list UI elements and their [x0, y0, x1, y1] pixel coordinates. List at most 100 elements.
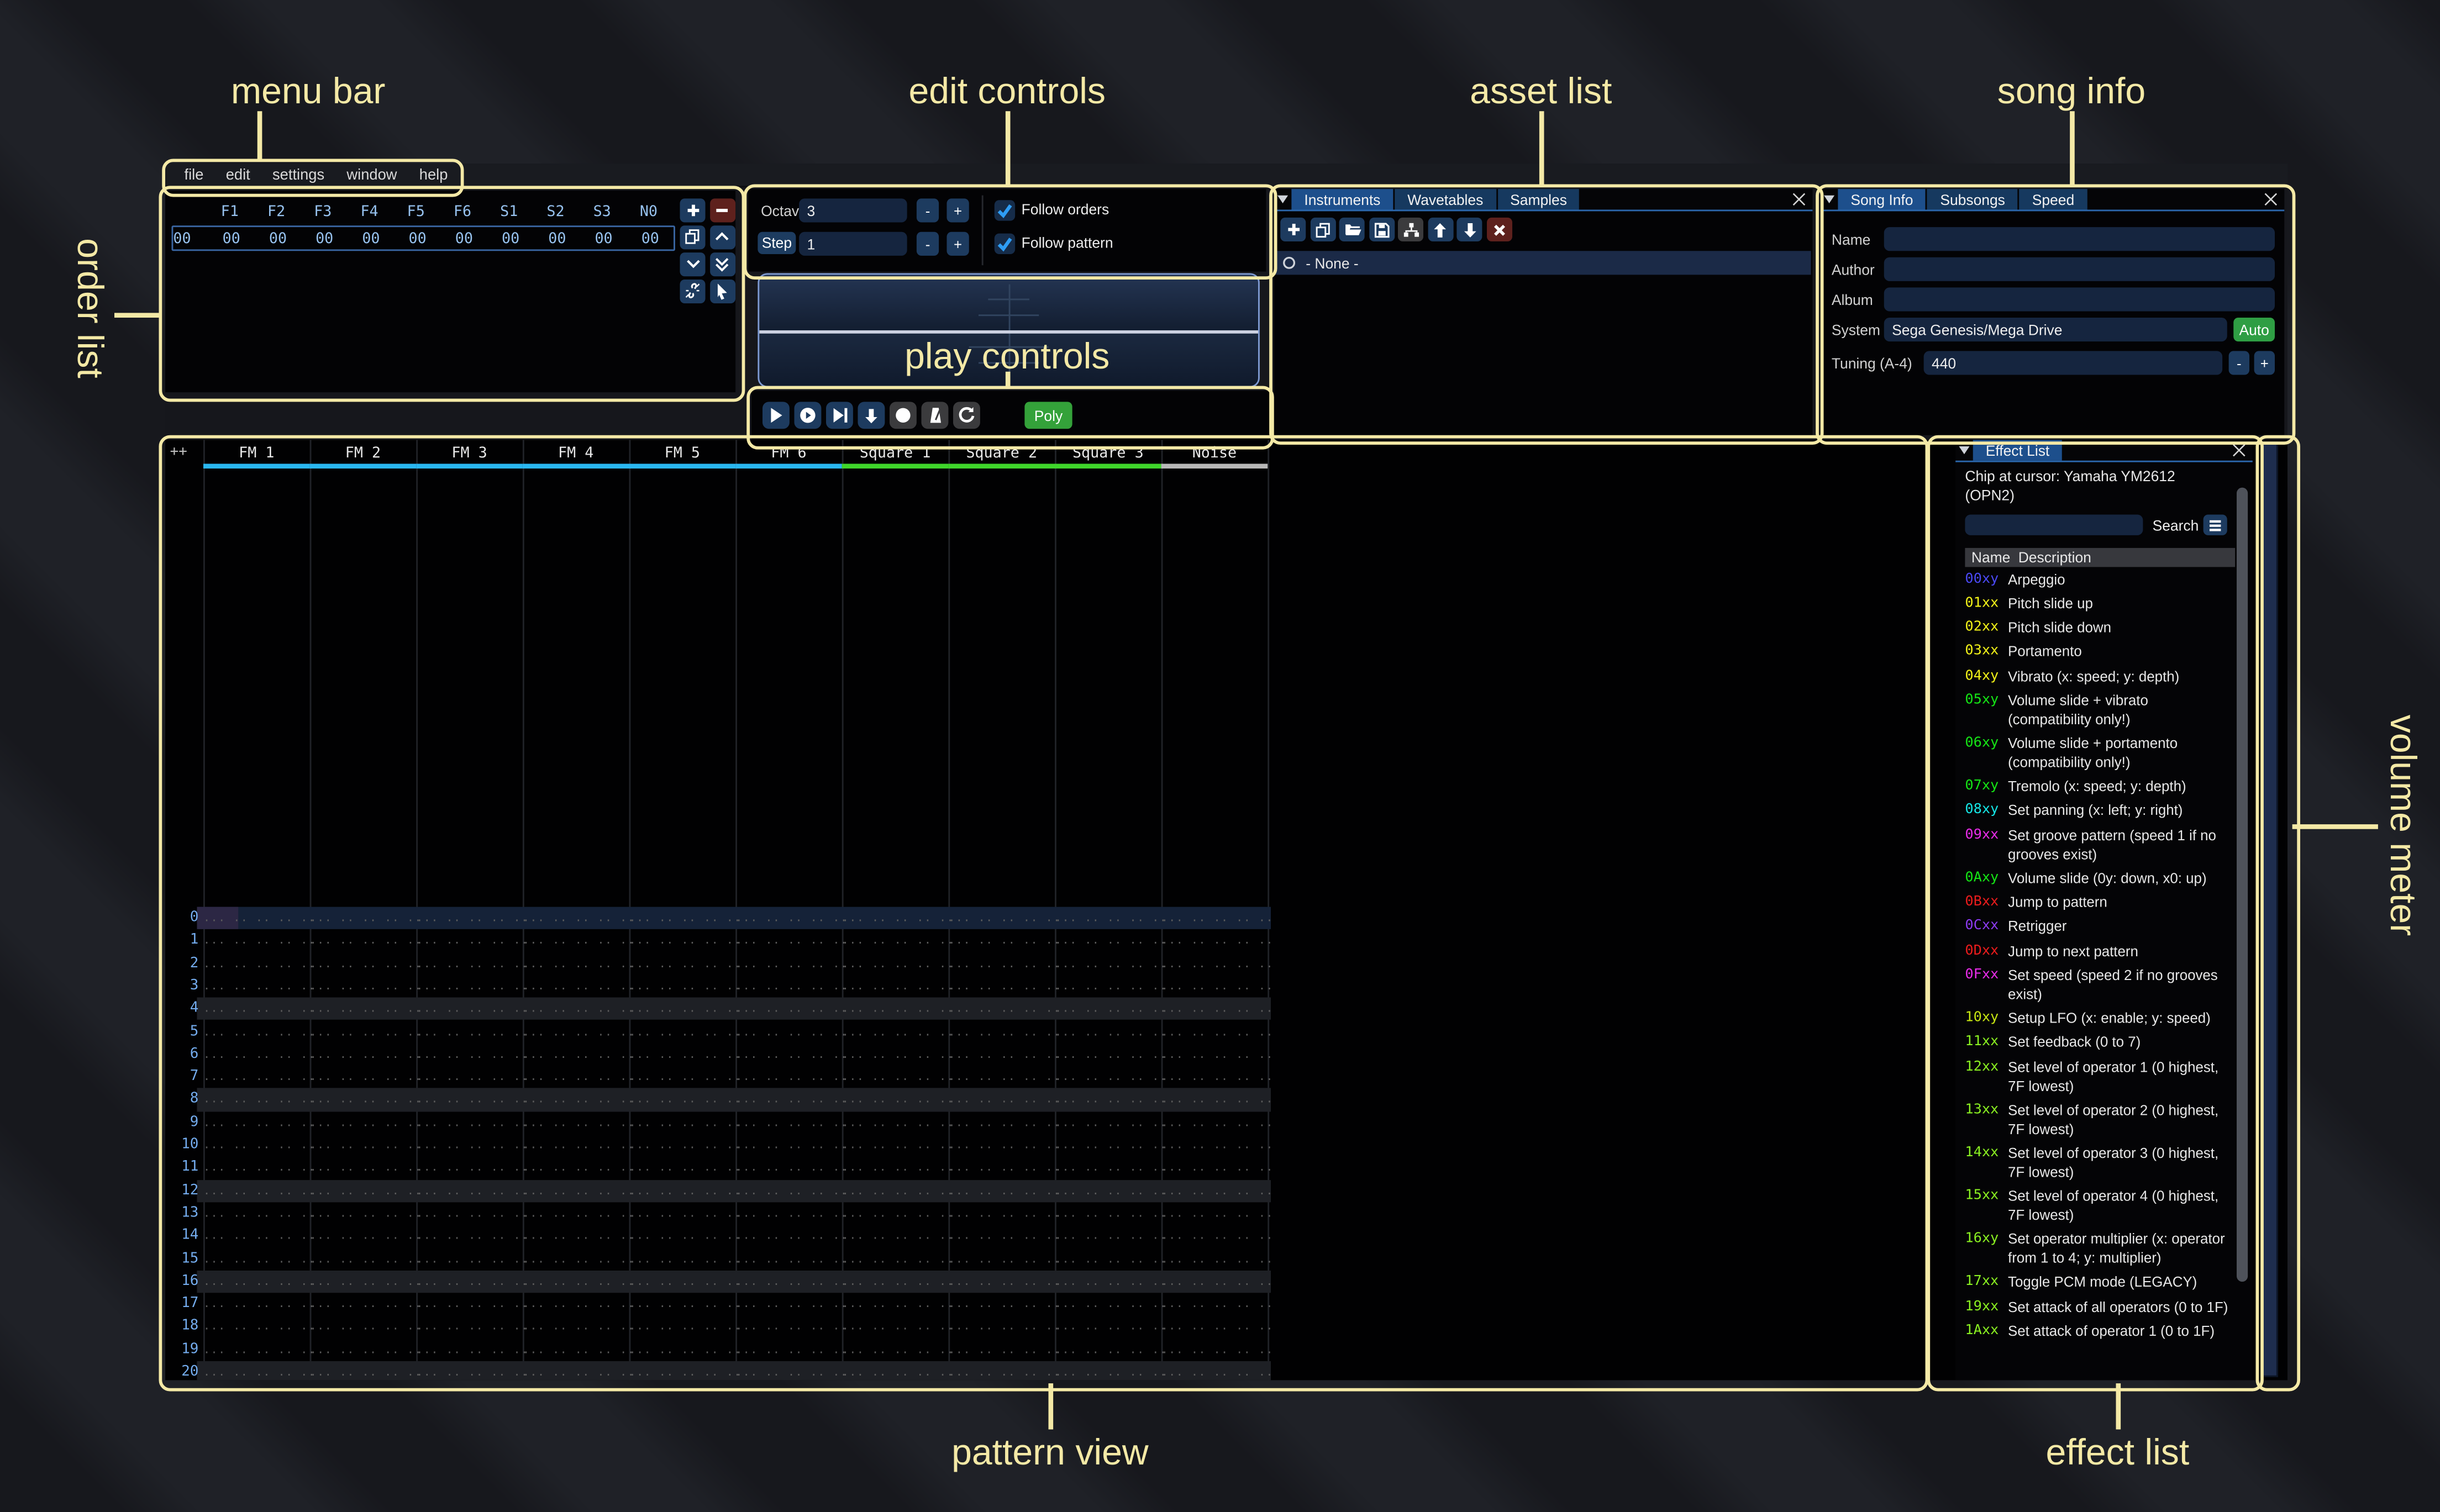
order-column-header[interactable]: S2 [546, 203, 565, 221]
asset-plus-icon[interactable] [1280, 217, 1306, 241]
pattern-cell[interactable]: ... .. .. .. .. [842, 1229, 955, 1242]
poly-button[interactable]: Poly [1024, 402, 1072, 429]
pattern-cell[interactable]: ... .. .. .. .. [203, 1071, 316, 1084]
pattern-cell[interactable]: ... .. .. .. .. [416, 1343, 529, 1356]
pattern-cell[interactable]: ... .. .. .. .. [842, 1320, 955, 1334]
order-cell[interactable]: 00 [502, 229, 520, 247]
effect-list-item[interactable]: 14xx Set level of operator 3 (0 highest, … [1965, 1142, 2235, 1186]
collapse-caret-icon[interactable] [1955, 440, 1973, 460]
pattern-cell[interactable]: ... .. .. .. .. [309, 1071, 422, 1084]
pattern-view-panel[interactable]: ++ FM 1 FM 2 FM 3 FM 4 FM 5 FM 6 Square 1 Squar… [165, 440, 2288, 1381]
pattern-cell[interactable]: ... .. .. .. .. [416, 1025, 529, 1038]
pattern-cell[interactable]: ... .. .. .. .. [629, 1002, 742, 1015]
pattern-cell[interactable]: ... .. .. .. .. [1055, 1093, 1168, 1107]
pattern-cell[interactable]: ... .. .. .. .. [203, 1116, 316, 1129]
order-column-header[interactable]: F2 [267, 203, 286, 221]
pattern-cell[interactable]: ... .. .. .. .. [1161, 957, 1274, 970]
pattern-cell[interactable]: ... .. .. .. .. [842, 934, 955, 947]
order-column-header[interactable]: N0 [639, 203, 658, 221]
effect-list-item[interactable]: 11xx Set feedback (0 to 7) [1965, 1032, 2235, 1057]
pattern-cell[interactable]: ... .. .. .. .. [1055, 1139, 1168, 1152]
pattern-cell[interactable]: ... .. .. .. .. [948, 1320, 1061, 1334]
order-cell[interactable]: 00 [269, 229, 287, 247]
pattern-cell[interactable]: ... .. .. .. .. [735, 1025, 848, 1038]
tuning-plus-button[interactable]: + [2254, 351, 2275, 375]
step-input[interactable]: 1 [799, 231, 907, 256]
song-tab-song-info[interactable]: Song Info [1838, 189, 1926, 210]
pattern-cell[interactable]: ... .. .. .. .. [522, 1207, 635, 1220]
pattern-cell[interactable]: ... .. .. .. .. [309, 1116, 422, 1129]
pattern-cell[interactable]: ... .. .. .. .. [1161, 1366, 1274, 1379]
close-icon[interactable] [2262, 191, 2280, 208]
pattern-row[interactable] [197, 1361, 1271, 1381]
pattern-cell[interactable]: ... .. .. .. .. [735, 1207, 848, 1220]
pattern-cell[interactable]: ... .. .. .. .. [416, 1047, 529, 1061]
channel-header-square-1[interactable]: Square 1 [859, 445, 931, 462]
effect-list-item[interactable]: 09xx Set groove pattern (speed 1 if no gr… [1965, 825, 2235, 868]
pattern-cell[interactable]: ... .. .. .. .. [735, 1161, 848, 1174]
pattern-corner[interactable]: ++ [170, 445, 187, 461]
pattern-cell[interactable]: ... .. .. .. .. [309, 1320, 422, 1334]
scrollbar-thumb[interactable] [2237, 487, 2248, 1282]
effect-list-item[interactable]: 1Axx Set attack of operator 1 (0 to 1F) [1965, 1320, 2235, 1345]
pattern-cell[interactable]: ... .. .. .. .. [203, 1320, 316, 1334]
effect-list-item[interactable]: 13xx Set level of operator 2 (0 highest, … [1965, 1099, 2235, 1142]
pattern-cell[interactable]: ... .. .. .. .. [203, 1275, 316, 1288]
pattern-cell[interactable]: ... .. .. .. .. [1161, 1320, 1274, 1334]
pattern-cell[interactable]: ... .. .. .. .. [948, 1298, 1061, 1311]
pattern-cell[interactable]: ... .. .. .. .. [1055, 1229, 1168, 1242]
pattern-cell[interactable]: ... .. .. .. .. [1055, 1116, 1168, 1129]
pattern-cell[interactable]: ... .. .. .. .. [522, 1139, 635, 1152]
pattern-cell[interactable]: ... .. .. .. .. [948, 1116, 1061, 1129]
order-plus-icon[interactable] [680, 198, 706, 222]
pattern-cell[interactable]: ... .. .. .. .. [842, 1184, 955, 1197]
pattern-cell[interactable]: ... .. .. .. .. [522, 934, 635, 947]
pattern-cell[interactable]: ... .. .. .. .. [522, 1002, 635, 1015]
effect-list-item[interactable]: 00xy Arpeggio [1965, 568, 2235, 593]
asset-save-icon[interactable] [1368, 217, 1394, 241]
close-icon[interactable] [2231, 441, 2248, 459]
pattern-cell[interactable]: ... .. .. .. .. [416, 912, 529, 925]
pattern-cell[interactable]: ... .. .. .. .. [416, 934, 529, 947]
asset-tree-view-icon[interactable] [1398, 217, 1423, 241]
pattern-cell[interactable]: ... .. .. .. .. [309, 1366, 422, 1379]
pattern-cell[interactable]: ... .. .. .. .. [416, 1161, 529, 1174]
order-cell[interactable]: 00 [222, 229, 240, 247]
pattern-cell[interactable]: ... .. .. .. .. [948, 1252, 1061, 1265]
pattern-cell[interactable]: ... .. .. .. .. [522, 912, 635, 925]
pattern-cell[interactable]: ... .. .. .. .. [948, 1343, 1061, 1356]
pattern-row[interactable] [197, 998, 1271, 1021]
pattern-cell[interactable]: ... .. .. .. .. [416, 1207, 529, 1220]
pattern-cell[interactable]: ... .. .. .. .. [629, 957, 742, 970]
pattern-cell[interactable]: ... .. .. .. .. [203, 934, 316, 947]
pattern-cell[interactable]: ... .. .. .. .. [1161, 1139, 1274, 1152]
pattern-cell[interactable]: ... .. .. .. .. [309, 1184, 422, 1197]
pattern-cell[interactable]: ... .. .. .. .. [1161, 1025, 1274, 1038]
effect-list-item[interactable]: 0Fxx Set speed (speed 2 if no grooves exi… [1965, 965, 2235, 1008]
pattern-cell[interactable]: ... .. .. .. .. [842, 912, 955, 925]
pattern-cell[interactable]: ... .. .. .. .. [1055, 1252, 1168, 1265]
pattern-cell[interactable]: ... .. .. .. .. [203, 1161, 316, 1174]
pattern-cell[interactable]: ... .. .. .. .. [629, 912, 742, 925]
pattern-cell[interactable]: ... .. .. .. .. [522, 1161, 635, 1174]
pattern-cell[interactable]: ... .. .. .. .. [948, 1275, 1061, 1288]
pattern-cell[interactable]: ... .. .. .. .. [842, 1139, 955, 1152]
pattern-cell[interactable]: ... .. .. .. .. [203, 1139, 316, 1152]
menu-item-help[interactable]: help [419, 166, 448, 184]
pattern-cell[interactable]: ... .. .. .. .. [1055, 957, 1168, 970]
order-column-header[interactable]: F5 [407, 203, 425, 221]
pattern-cell[interactable]: ... .. .. .. .. [842, 1116, 955, 1129]
transport-stop-icon[interactable] [890, 402, 917, 429]
asset-move-up-icon[interactable] [1427, 217, 1453, 241]
close-icon[interactable] [1790, 191, 1808, 208]
pattern-cell[interactable]: ... .. .. .. .. [1055, 1320, 1168, 1334]
pattern-cell[interactable]: ... .. .. .. .. [948, 1161, 1061, 1174]
channel-header-square-3[interactable]: Square 3 [1072, 445, 1144, 462]
pattern-cell[interactable]: ... .. .. .. .. [416, 1320, 529, 1334]
pattern-cell[interactable]: ... .. .. .. .. [1055, 912, 1168, 925]
pattern-cell[interactable]: ... .. .. .. .. [203, 979, 316, 993]
effect-list-item[interactable]: 12xx Set level of operator 1 (0 highest, … [1965, 1057, 2235, 1100]
pattern-cell[interactable]: ... .. .. .. .. [735, 1229, 848, 1242]
pattern-cell[interactable]: ... .. .. .. .. [522, 1093, 635, 1107]
pattern-cell[interactable]: ... .. .. .. .. [309, 979, 422, 993]
